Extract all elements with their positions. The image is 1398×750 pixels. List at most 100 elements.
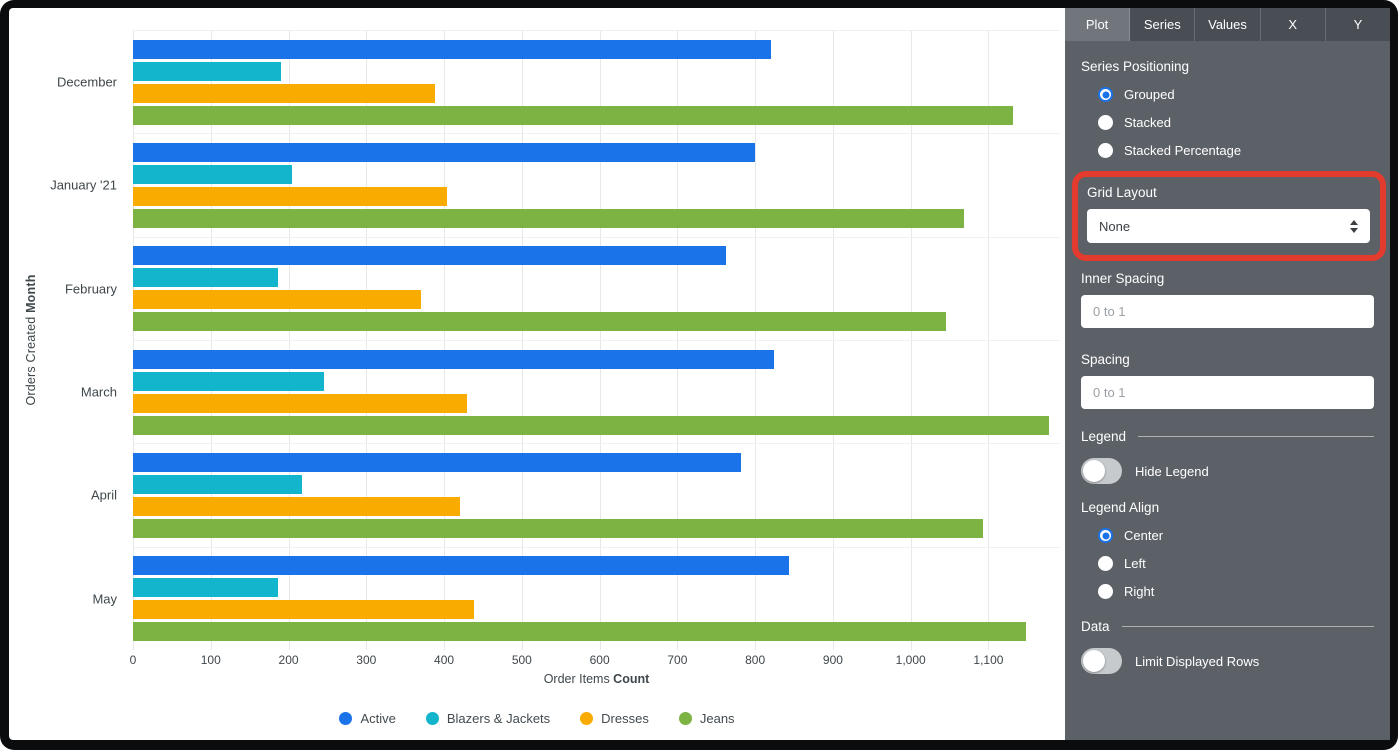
bar-dresses[interactable] [133,393,467,413]
radio-label: Stacked [1124,115,1171,130]
hide-legend-label: Hide Legend [1135,463,1209,479]
radio-icon[interactable] [1098,115,1113,130]
tab-x[interactable]: X [1261,8,1326,41]
chart-legend: Active Blazers & Jackets Dresses Jeans [9,711,1065,726]
bar-active[interactable] [133,246,726,266]
tab-values[interactable]: Values [1195,8,1261,41]
bar-group-march: March [81,340,1060,443]
data-section-label: Data [1081,619,1110,634]
bar-blazers-jackets[interactable] [133,371,325,391]
legend-section-header: Legend [1081,429,1374,444]
bar-active[interactable] [133,349,774,369]
series-positioning-option-stacked[interactable]: Stacked [1081,115,1374,130]
limit-displayed-rows-toggle[interactable] [1081,648,1122,674]
legend-align-option-center[interactable]: Center [1081,528,1374,543]
series-positioning-radio-group: Grouped Stacked Stacked Percentage [1081,87,1374,158]
bar-active[interactable] [133,39,771,59]
bar-group-january-21: January '21 [50,133,1060,236]
toggle-knob [1083,460,1105,482]
radio-selected-icon[interactable] [1098,528,1113,543]
x-axis-title-view: Order Items [543,672,614,686]
category-label: March [80,384,117,400]
inner-spacing-input[interactable] [1081,295,1374,328]
legend-item-active[interactable]: Active [339,711,396,726]
series-positioning-option-stacked-percentage[interactable]: Stacked Percentage [1081,143,1374,158]
grid-layout-highlight: Grid Layout None [1072,171,1386,261]
x-tick-label: 700 [667,653,688,667]
radio-icon[interactable] [1098,143,1113,158]
limit-displayed-rows-row: Limit Displayed Rows [1081,648,1374,674]
legend-align-label: Legend Align [1081,500,1160,515]
bar-blazers-jackets[interactable] [133,61,281,81]
panel-tabs: Plot Series Values X Y [1065,8,1390,41]
toggle-knob [1083,650,1105,672]
bar-jeans[interactable] [133,105,1014,125]
radio-icon[interactable] [1098,584,1113,599]
bar-dresses[interactable] [133,186,448,206]
plot-area: December January '21 February March April May [50,30,1060,650]
legend-item-jeans[interactable]: Jeans [678,711,735,726]
legend-dot-icon [580,712,594,725]
series-positioning-option-grouped[interactable]: Grouped [1081,87,1374,102]
legend-label: Blazers & Jackets [446,711,551,726]
bar-group-december: December [57,30,1060,133]
hide-legend-row: Hide Legend [1081,458,1374,484]
tab-plot[interactable]: Plot [1065,8,1131,41]
radio-label: Stacked Percentage [1124,143,1242,158]
tab-y[interactable]: Y [1353,17,1363,32]
grid-layout-select[interactable]: None [1087,209,1370,243]
legend-label: Active [360,711,396,726]
bar-dresses[interactable] [133,600,475,620]
bar-dresses[interactable] [133,290,421,310]
radio-label: Right [1124,584,1155,599]
bar-blazers-jackets[interactable] [133,268,278,288]
inner-spacing-label: Inner Spacing [1081,271,1165,286]
x-tick-label: 0 [129,653,137,667]
grid-layout-label: Grid Layout [1087,185,1157,200]
bar-active[interactable] [133,142,756,162]
bar-blazers-jackets[interactable] [133,474,302,494]
radio-icon[interactable] [1098,556,1113,571]
bar-group-april: April [91,443,1060,546]
bar-group-may: May [92,546,1060,650]
series-positioning-label: Series Positioning [1081,59,1190,74]
legend-dot-icon [339,712,353,725]
category-label: January '21 [50,177,117,193]
edit-panel: Plot Series Values X Y Series Positioning Gr… [1065,8,1390,740]
x-tick-label: 1,100 [973,653,1004,667]
x-tick-label: 800 [745,653,766,667]
bar-jeans[interactable] [133,415,1050,435]
x-tick-label: 100 [200,653,221,667]
bar-dresses[interactable] [133,83,435,103]
legend-item-blazers-jackets[interactable]: Blazers & Jackets [425,711,551,726]
bar-active[interactable] [133,556,789,576]
bar-jeans[interactable] [133,622,1026,642]
x-axis: 0 100 200 300 400 500 600 700 800 900 1,000 1,100 [129,653,1060,669]
plot-tab-content: Series Positioning Grouped Stacked Stacked… [1065,41,1390,674]
legend-label: Dresses [601,711,649,726]
bar-blazers-jackets[interactable] [133,578,279,598]
tab-series[interactable]: Series [1130,8,1196,41]
bar-jeans[interactable] [133,208,964,228]
legend-dot-icon [678,712,692,725]
x-tick-label: 400 [434,653,455,667]
x-tick-label: 300 [356,653,377,667]
hide-legend-toggle[interactable] [1081,458,1122,484]
x-axis-title-field: Count [613,672,650,686]
radio-label: Grouped [1124,87,1175,102]
bar-dresses[interactable] [133,496,461,516]
legend-align-option-left[interactable]: Left [1081,556,1374,571]
bar-active[interactable] [133,452,742,472]
bar-group-february: February [65,236,1060,340]
bar-jeans[interactable] [133,518,983,538]
spacing-input[interactable] [1081,376,1374,409]
bar-blazers-jackets[interactable] [133,164,293,184]
legend-item-dresses[interactable]: Dresses [580,711,649,726]
x-tick-label: 200 [278,653,299,667]
bar-jeans[interactable] [133,312,947,332]
legend-label: Jeans [699,711,735,726]
x-tick-label: 900 [822,653,843,667]
legend-align-option-right[interactable]: Right [1081,584,1374,599]
radio-selected-icon[interactable] [1098,87,1113,102]
